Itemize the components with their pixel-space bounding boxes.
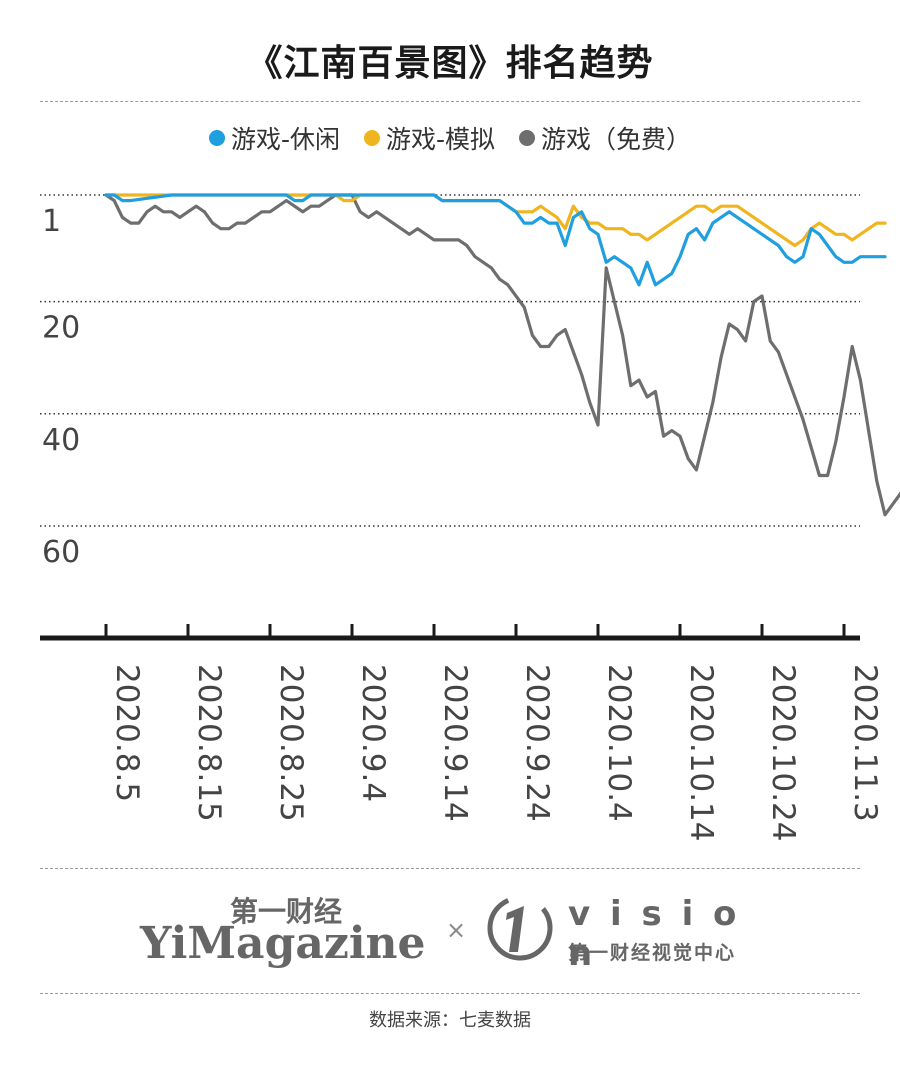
x-tick-label: 2020.9.4 bbox=[355, 664, 391, 802]
x-tick-label: 2020.10.14 bbox=[683, 664, 719, 842]
series-line-0 bbox=[104, 193, 887, 287]
legend-item-casual: 游戏-休闲 bbox=[209, 120, 340, 156]
vision-en: v i s i o n bbox=[568, 894, 741, 974]
line-chart: 1 20 40 60 2020.8.5 2020.8.15 2020.8.25 2020.9.… bbox=[40, 193, 900, 842]
legend-dot-simulation bbox=[363, 130, 380, 146]
legend-label-simulation: 游戏-模拟 bbox=[385, 125, 496, 154]
x-tick-label: 2020.8.15 bbox=[191, 664, 227, 822]
legend-item-free: 游戏（免费） bbox=[518, 120, 691, 156]
vision-cn: 第一财经视觉中心 bbox=[568, 942, 737, 964]
legend-label-free: 游戏（免费） bbox=[540, 125, 691, 154]
legend-label-casual: 游戏-休闲 bbox=[231, 125, 341, 154]
x-tick-label: 2020.8.25 bbox=[273, 664, 309, 822]
x-tick-label: 2020.8.5 bbox=[109, 664, 145, 802]
vision-logo: v i s i o n 第一财经视觉中心 bbox=[484, 890, 784, 974]
y-tick-label: 1 bbox=[42, 204, 61, 239]
x-tick-label: 2020.9.14 bbox=[437, 664, 473, 822]
footer-divider-bottom bbox=[40, 993, 860, 994]
legend: 游戏-休闲 游戏-模拟 游戏（免费） bbox=[0, 120, 900, 156]
x-tick-label: 2020.10.4 bbox=[601, 664, 637, 822]
series-line-2 bbox=[104, 193, 900, 517]
x-tick-label: 2020.9.24 bbox=[519, 664, 555, 822]
chart-title: 《江南百景图》排名趋势 bbox=[246, 43, 654, 84]
yimagazine-cn: 第一财经 bbox=[230, 895, 343, 928]
y-tick-label: 20 bbox=[42, 311, 80, 346]
footer-divider-top bbox=[40, 868, 860, 869]
legend-item-simulation: 游戏-模拟 bbox=[363, 120, 496, 156]
x-tick-label: 2020.10.24 bbox=[765, 664, 801, 842]
vision-mark-icon bbox=[487, 895, 553, 961]
title-divider bbox=[40, 101, 860, 102]
data-source: 数据来源：七麦数据 bbox=[369, 1010, 531, 1031]
yimagazine-en: YiMagazine bbox=[140, 918, 426, 969]
legend-dot-casual bbox=[209, 130, 225, 146]
brand-separator: × bbox=[446, 916, 467, 944]
y-tick-label: 40 bbox=[42, 423, 80, 458]
yimagazine-logo: 第一财经 YiMagazine bbox=[140, 890, 430, 970]
x-tick-label: 2020.11.3 bbox=[847, 664, 883, 822]
legend-dot-free bbox=[518, 130, 535, 146]
y-tick-label: 60 bbox=[42, 535, 80, 570]
